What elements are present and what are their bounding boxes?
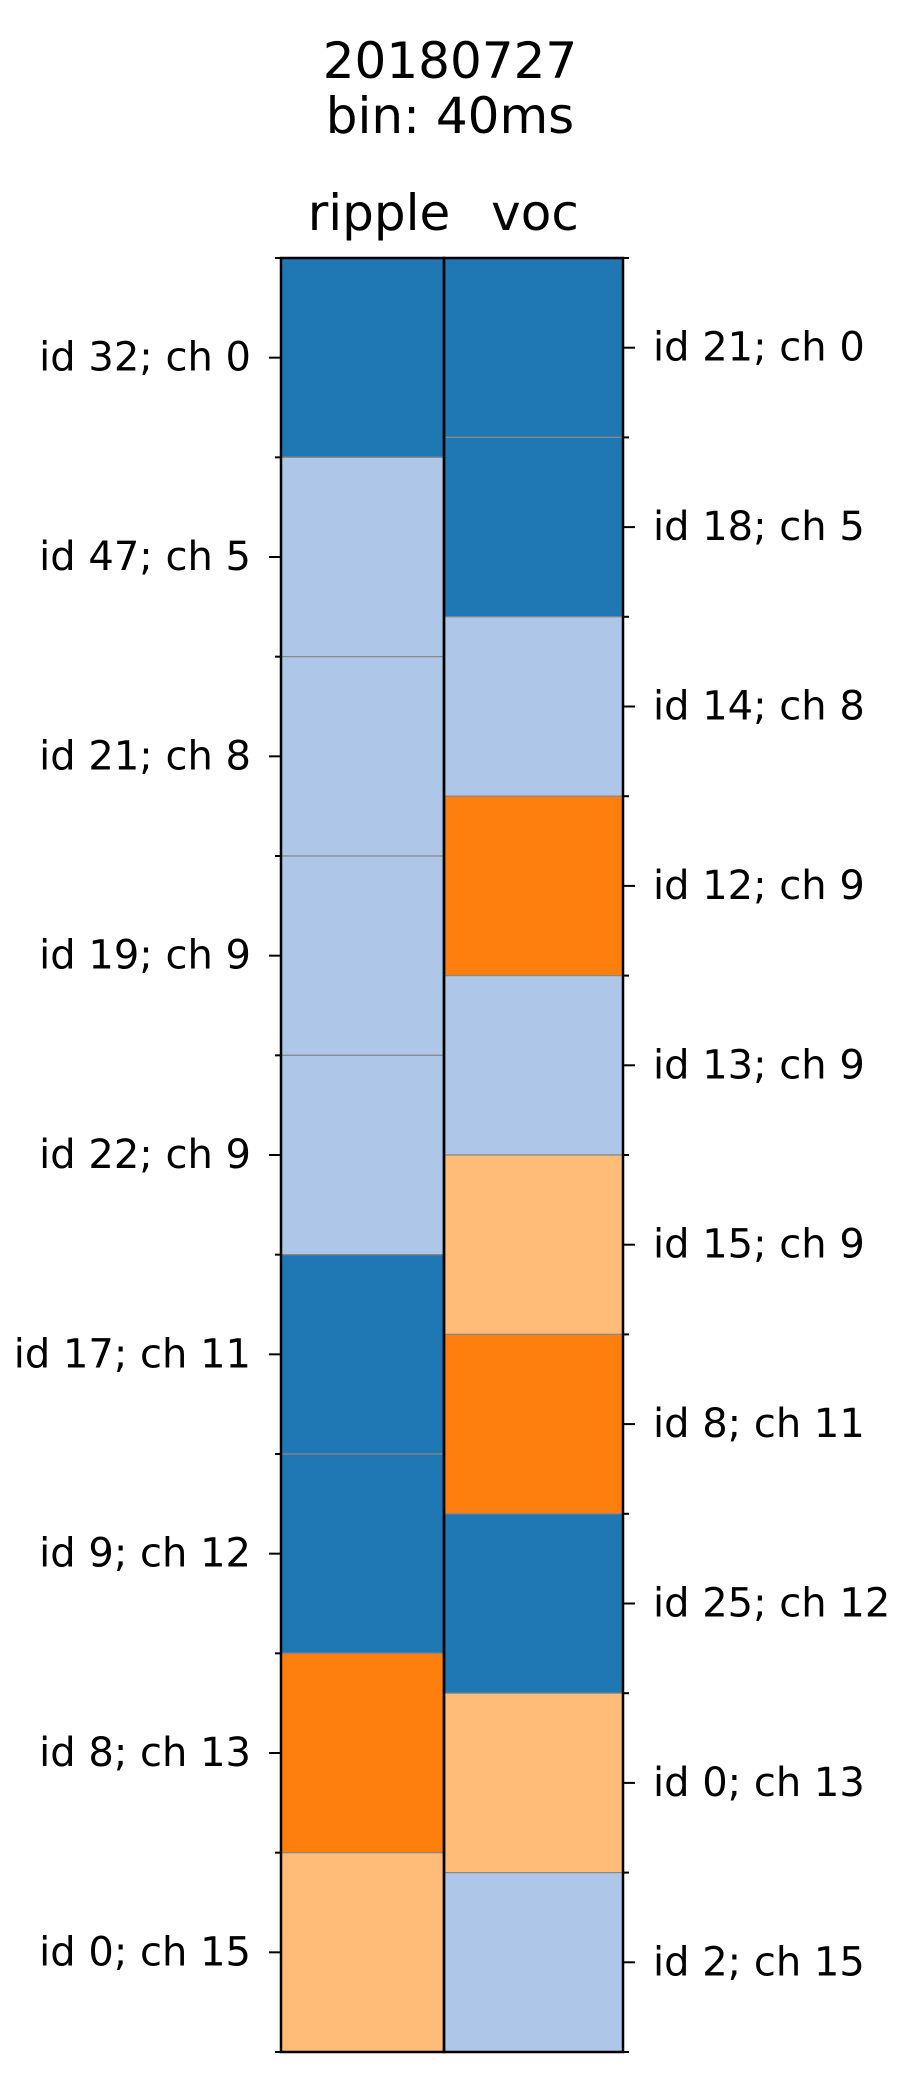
- ripple-row-label: id 19; ch 9: [39, 933, 251, 979]
- voc-cell: [443, 1333, 624, 1515]
- voc-row-label: id 14; ch 8: [653, 684, 865, 730]
- voc-row-label: id 0; ch 13: [653, 1760, 865, 1806]
- voc-cells: [443, 257, 624, 2053]
- voc-row-label: id 18; ch 5: [653, 504, 865, 550]
- voc-cell: [443, 257, 624, 438]
- ripple-cell: [280, 456, 445, 658]
- ripple-row-label: id 47; ch 5: [39, 534, 251, 580]
- ripple-cell: [280, 1254, 445, 1455]
- ripple-row-label: id 21; ch 8: [39, 733, 251, 779]
- ripple-cell: [280, 1054, 445, 1256]
- ripple-cell: [280, 1453, 445, 1654]
- voc-cell: [443, 1871, 624, 2053]
- voc-cell: [443, 795, 624, 977]
- column-header-ripple: ripple: [308, 184, 451, 242]
- voc-cell: [443, 616, 624, 797]
- ripple-row-label: id 32; ch 0: [39, 335, 251, 381]
- ripple-cell: [280, 855, 445, 1056]
- voc-cell: [443, 1692, 624, 1874]
- voc-cell: [443, 974, 624, 1156]
- ripple-row-label: id 17; ch 11: [14, 1331, 251, 1377]
- ripple-cell: [280, 1852, 445, 2053]
- voc-cell: [443, 436, 624, 618]
- ripple-cell: [280, 1652, 445, 1854]
- ripple-cell: [280, 257, 445, 458]
- ripple-cell: [280, 656, 445, 857]
- voc-row-label: id 25; ch 12: [653, 1581, 890, 1627]
- ripple-row-label: id 8; ch 13: [39, 1730, 251, 1776]
- column-header-voc: voc: [491, 184, 579, 242]
- voc-cell: [443, 1513, 624, 1694]
- ripple-row-label: id 9; ch 12: [39, 1531, 251, 1577]
- voc-axis: id 21; ch 0 id 18; ch 5 id 14; ch 8 id 12; …: [623, 257, 890, 2053]
- voc-row-label: id 13; ch 9: [653, 1042, 865, 1088]
- voc-row-label: id 15; ch 9: [653, 1222, 865, 1268]
- chart-title: 20180727: [323, 32, 578, 90]
- voc-row-label: id 2; ch 15: [653, 1939, 865, 1985]
- voc-frame: [442, 256, 625, 2054]
- ripple-axis: id 32; ch 0 id 47; ch 5 id 21; ch 8 id 19; …: [14, 257, 281, 2053]
- ripple-row-label: id 22; ch 9: [39, 1132, 251, 1178]
- voc-row-label: id 21; ch 0: [653, 325, 865, 371]
- voc-cell: [443, 1154, 624, 1335]
- voc-row-label: id 8; ch 11: [653, 1401, 865, 1447]
- chart-subtitle: bin: 40ms: [326, 87, 574, 145]
- voc-row-label: id 12; ch 9: [653, 863, 865, 909]
- ripple-row-label: id 0; ch 15: [39, 1929, 251, 1975]
- ripple-cells: [280, 257, 445, 2053]
